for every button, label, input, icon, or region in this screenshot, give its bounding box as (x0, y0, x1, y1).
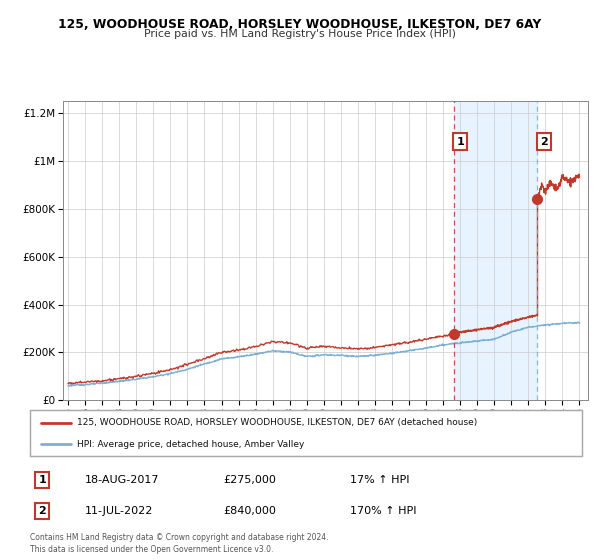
Text: 1: 1 (457, 137, 464, 147)
Text: Contains HM Land Registry data © Crown copyright and database right 2024.
This d: Contains HM Land Registry data © Crown c… (30, 533, 329, 554)
Text: 2: 2 (38, 506, 46, 516)
Text: 170% ↑ HPI: 170% ↑ HPI (350, 506, 416, 516)
Text: £275,000: £275,000 (223, 475, 276, 484)
Text: HPI: Average price, detached house, Amber Valley: HPI: Average price, detached house, Ambe… (77, 440, 304, 449)
Text: 18-AUG-2017: 18-AUG-2017 (85, 475, 160, 484)
Text: 1: 1 (38, 475, 46, 484)
Text: Price paid vs. HM Land Registry's House Price Index (HPI): Price paid vs. HM Land Registry's House … (144, 29, 456, 39)
Text: 17% ↑ HPI: 17% ↑ HPI (350, 475, 410, 484)
Text: 125, WOODHOUSE ROAD, HORSLEY WOODHOUSE, ILKESTON, DE7 6AY (detached house): 125, WOODHOUSE ROAD, HORSLEY WOODHOUSE, … (77, 418, 477, 427)
Text: £840,000: £840,000 (223, 506, 276, 516)
Bar (454, 101, 538, 400)
Text: 2: 2 (540, 137, 548, 147)
Text: 125, WOODHOUSE ROAD, HORSLEY WOODHOUSE, ILKESTON, DE7 6AY: 125, WOODHOUSE ROAD, HORSLEY WOODHOUSE, … (58, 18, 542, 31)
Text: 11-JUL-2022: 11-JUL-2022 (85, 506, 154, 516)
